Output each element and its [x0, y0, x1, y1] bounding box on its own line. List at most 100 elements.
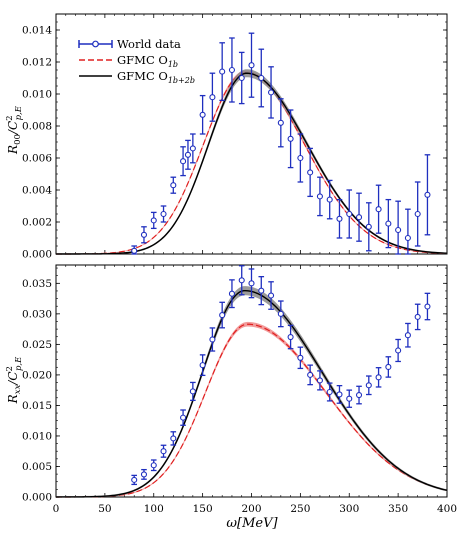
top-data-point: [189, 145, 196, 152]
top-data-point: [355, 214, 363, 221]
top-y-tick-label: 0.000: [22, 249, 52, 261]
bottom-data-point: [150, 462, 157, 469]
legend-gfmc-o1b-label: GFMC O1b: [117, 53, 178, 69]
top-data-point: [277, 119, 284, 126]
top-data-point: [238, 74, 245, 82]
top-data-point: [150, 217, 157, 224]
bottom-data-point: [170, 435, 177, 442]
top-y-tick-label: 0.008: [22, 121, 52, 133]
legend: World data GFMC O1b GFMC O1b+2b: [78, 37, 195, 85]
bottom-data-point: [336, 391, 343, 398]
bottom-data-point: [209, 336, 216, 343]
top-data-point: [267, 89, 275, 96]
top-data-point: [248, 62, 255, 69]
bottom-data-point: [424, 303, 431, 310]
legend-entry-world-data: World data: [78, 37, 181, 51]
top-data-point: [346, 210, 353, 218]
top-data-point: [316, 193, 323, 200]
bottom-data-point: [228, 290, 235, 297]
top-data-point: [424, 191, 431, 198]
bottom-data-point: [326, 388, 333, 396]
top-data-point: [228, 66, 235, 74]
bottom-data-point: [160, 448, 167, 455]
top-data-point: [209, 94, 216, 101]
top-data-point: [365, 223, 372, 230]
bottom-data-point: [365, 382, 372, 389]
top-data-point: [258, 74, 265, 82]
bottom-data-point: [297, 354, 304, 361]
bottom-data-point: [385, 363, 392, 371]
legend-entry-gfmc-o1b: GFMC O1b: [79, 53, 178, 69]
bottom-data-point: [238, 277, 245, 284]
top-data-point: [219, 68, 226, 75]
bottom-data-point: [346, 395, 353, 402]
bottom-gfmc-o1b-curve: [55, 323, 448, 498]
bottom-gfmc-o1b2b-curve: [55, 289, 448, 498]
top-data-point: [385, 220, 392, 227]
bottom-y-tick-label: 0.025: [22, 339, 52, 351]
top-data-point: [160, 210, 167, 218]
bottom-data-point: [316, 377, 323, 384]
bottom-data-point: [414, 313, 421, 320]
top-data-point: [326, 196, 333, 203]
x-tick-label: 100: [144, 503, 164, 515]
top-data-point: [336, 215, 343, 222]
bottom-data-point: [131, 476, 138, 483]
x-axis-label: ω[MeV]: [226, 516, 278, 531]
top-data-point: [414, 210, 421, 218]
bottom-y-axis-label: Rxx/C2p,E: [5, 356, 24, 404]
bottom-y-tick-label: 0.015: [22, 400, 52, 412]
bottom-data-point: [267, 292, 275, 299]
bottom-gfmc-o1b2b-band: [56, 286, 447, 497]
top-y-tick-label: 0.004: [22, 185, 52, 197]
top-data-point: [140, 231, 148, 238]
top-data-point: [184, 151, 192, 158]
x-tick-label: 50: [98, 503, 111, 515]
bottom-data-point: [258, 287, 265, 294]
bottom-panel: 0 50 100 150 200 250 300 350 400 0.000 0.005 0.010 0…: [22, 264, 457, 515]
bottom-data-point: [404, 332, 411, 339]
bottom-y-tick-label: 0.030: [22, 308, 52, 320]
top-y-tick-label: 0.010: [22, 89, 52, 101]
top-data-point: [404, 234, 411, 242]
top-y-tick-label: 0.006: [22, 153, 52, 165]
bottom-data-point: [140, 471, 148, 478]
bottom-y-tick-label: 0.000: [22, 492, 52, 504]
bottom-data-point: [248, 280, 255, 287]
legend-gfmc-o1b2b-label: GFMC O1b+2b: [117, 69, 195, 85]
top-data-point: [170, 182, 177, 189]
top-y-tick-label: 0.014: [22, 25, 52, 37]
legend-world-data-marker: [92, 40, 99, 48]
x-tick-label: 0: [53, 503, 60, 515]
bottom-data-point: [180, 414, 187, 421]
bottom-data-point: [307, 371, 314, 378]
bottom-data-point: [355, 391, 363, 399]
bottom-data-point: [287, 333, 294, 341]
top-data-point: [131, 247, 138, 254]
bottom-y-tick-label: 0.005: [22, 461, 52, 473]
bottom-data-point: [199, 362, 206, 369]
bottom-data-point: [375, 374, 382, 381]
top-data-point: [307, 169, 314, 176]
bottom-y-tick-label: 0.010: [22, 430, 52, 442]
x-tick-label: 350: [388, 503, 408, 515]
bottom-y-tick-label: 0.035: [22, 278, 52, 290]
bottom-data-point: [277, 310, 284, 317]
top-data-point: [375, 206, 382, 213]
top-data-point: [395, 226, 402, 234]
x-tick-label: 300: [339, 503, 359, 515]
top-y-tick-label: 0.002: [22, 217, 52, 229]
x-tick-label: 250: [290, 503, 310, 515]
legend-entry-gfmc-o1b2b: GFMC O1b+2b: [79, 69, 195, 85]
x-tick-label: 200: [241, 503, 261, 515]
bottom-gfmc-o1b-band: [56, 321, 447, 497]
bottom-data-point: [189, 388, 196, 395]
x-tick-label: 400: [437, 503, 457, 515]
top-data-point: [199, 111, 206, 118]
top-data-point: [287, 135, 294, 142]
top-y-axis-label: R00/C2p,E: [5, 105, 24, 155]
top-panel: 0.000 0.002 0.004 0.006 0.008 0.010 0.012 0.014: [22, 13, 448, 261]
bottom-y-tick-label: 0.020: [22, 369, 52, 381]
legend-world-data-label: World data: [117, 37, 181, 51]
bottom-data-point: [219, 312, 226, 319]
